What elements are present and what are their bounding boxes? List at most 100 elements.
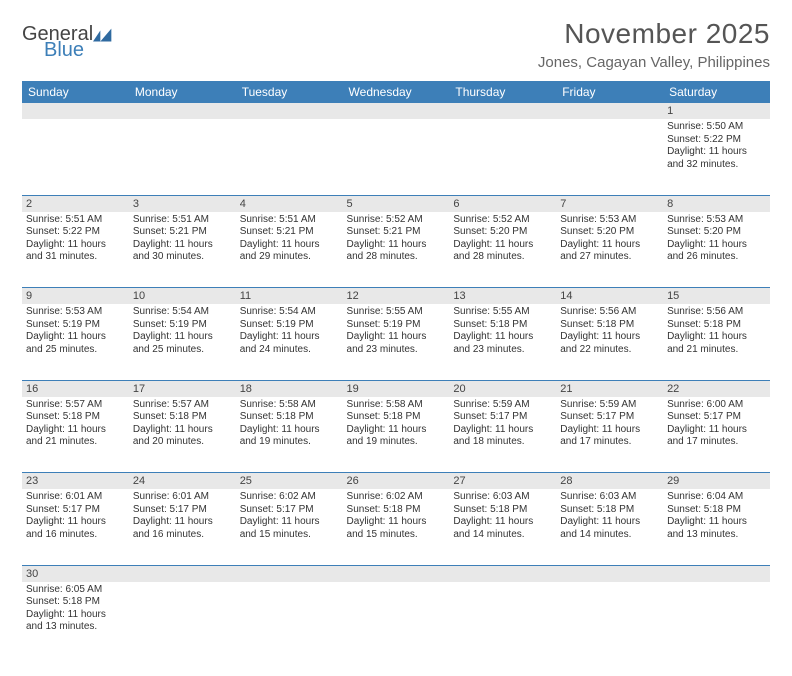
sunset-text: Sunset: 5:21 PM xyxy=(240,226,339,239)
daylight-text: Daylight: 11 hours and 19 minutes. xyxy=(347,424,446,449)
title-block: November 2025 Jones, Cagayan Valley, Phi… xyxy=(538,18,770,71)
day-number: 22 xyxy=(663,380,770,397)
daylight-text: Daylight: 11 hours and 20 minutes. xyxy=(133,424,232,449)
sunset-text: Sunset: 5:19 PM xyxy=(133,319,232,332)
content-row: Sunrise: 5:53 AMSunset: 5:19 PMDaylight:… xyxy=(22,304,770,380)
sunset-text: Sunset: 5:22 PM xyxy=(26,226,125,239)
weekday-header: Thursday xyxy=(449,81,556,103)
day-cell: Sunrise: 5:56 AMSunset: 5:18 PMDaylight:… xyxy=(556,304,663,380)
day-cell: Sunrise: 6:03 AMSunset: 5:18 PMDaylight:… xyxy=(556,489,663,565)
day-number: 24 xyxy=(129,473,236,490)
weekday-header: Friday xyxy=(556,81,663,103)
sunrise-text: Sunrise: 5:59 AM xyxy=(453,399,552,412)
day-cell: Sunrise: 6:01 AMSunset: 5:17 PMDaylight:… xyxy=(129,489,236,565)
day-cell: Sunrise: 5:51 AMSunset: 5:22 PMDaylight:… xyxy=(22,212,129,288)
day-number xyxy=(236,565,343,582)
daynum-row: 1 xyxy=(22,103,770,119)
sunrise-text: Sunrise: 5:58 AM xyxy=(240,399,339,412)
content-row: Sunrise: 5:51 AMSunset: 5:22 PM Daylight:… xyxy=(22,212,770,288)
daylight-text: Daylight: 11 hours and 28 minutes. xyxy=(347,239,446,264)
day-number: 13 xyxy=(449,288,556,305)
sunset-text: Sunset: 5:20 PM xyxy=(453,226,552,239)
sunrise-text: Sunrise: 5:57 AM xyxy=(133,399,232,412)
daynum-row: 16171819202122 xyxy=(22,380,770,397)
day-cell: Sunrise: 6:03 AMSunset: 5:18 PMDaylight:… xyxy=(449,489,556,565)
day-number xyxy=(343,565,450,582)
daylight-text: Daylight: 11 hours and 29 minutes. xyxy=(240,239,339,264)
day-number: 15 xyxy=(663,288,770,305)
sunrise-text: Sunrise: 5:51 AM xyxy=(26,214,125,227)
sunrise-text: Sunrise: 5:53 AM xyxy=(26,306,125,319)
sunset-text: Sunset: 5:18 PM xyxy=(240,411,339,424)
day-cell xyxy=(449,119,556,195)
sunset-text: Sunset: 5:18 PM xyxy=(667,319,766,332)
day-cell: Sunrise: 5:55 AMSunset: 5:19 PMDaylight:… xyxy=(343,304,450,380)
sunset-text: Sunset: 5:17 PM xyxy=(453,411,552,424)
day-number: 14 xyxy=(556,288,663,305)
sunset-text: Sunset: 5:20 PM xyxy=(667,226,766,239)
day-number xyxy=(663,565,770,582)
day-cell: Sunrise: 6:01 AMSunset: 5:17 PMDaylight:… xyxy=(22,489,129,565)
sunset-text: Sunset: 5:20 PM xyxy=(560,226,659,239)
sunset-text: Sunset: 5:18 PM xyxy=(667,504,766,517)
day-number: 17 xyxy=(129,380,236,397)
day-number: 26 xyxy=(343,473,450,490)
day-cell xyxy=(449,582,556,658)
day-number: 5 xyxy=(343,195,450,212)
daylight-text: Daylight: 11 hours and 27 minutes. xyxy=(560,239,659,264)
daylight-text: Daylight: 11 hours and 15 minutes. xyxy=(240,516,339,541)
sunset-text: Sunset: 5:17 PM xyxy=(240,504,339,517)
sunset-text: Sunset: 5:18 PM xyxy=(560,504,659,517)
day-number xyxy=(236,103,343,119)
day-cell: Sunrise: 5:56 AMSunset: 5:18 PMDaylight:… xyxy=(663,304,770,380)
sunrise-text: Sunrise: 6:03 AM xyxy=(560,491,659,504)
sunset-text: Sunset: 5:19 PM xyxy=(26,319,125,332)
sunrise-text: Sunrise: 5:57 AM xyxy=(26,399,125,412)
calendar-table: Sunday Monday Tuesday Wednesday Thursday… xyxy=(22,81,770,658)
sunrise-text: Sunrise: 5:52 AM xyxy=(347,214,446,227)
day-number xyxy=(449,565,556,582)
day-cell xyxy=(556,582,663,658)
sunset-text: Sunset: 5:17 PM xyxy=(133,504,232,517)
daynum-row: 2345678 xyxy=(22,195,770,212)
day-cell xyxy=(343,582,450,658)
day-cell xyxy=(556,119,663,195)
day-number: 19 xyxy=(343,380,450,397)
sunset-text: Sunset: 5:19 PM xyxy=(240,319,339,332)
daylight-text: Daylight: 11 hours and 16 minutes. xyxy=(26,516,125,541)
sunset-text: Sunset: 5:17 PM xyxy=(667,411,766,424)
weekday-header: Tuesday xyxy=(236,81,343,103)
weekday-header: Wednesday xyxy=(343,81,450,103)
sunrise-text: Sunrise: 6:01 AM xyxy=(133,491,232,504)
day-number xyxy=(556,103,663,119)
daynum-row: 9101112131415 xyxy=(22,288,770,305)
sunrise-text: Sunrise: 5:54 AM xyxy=(240,306,339,319)
day-cell: Sunrise: 5:59 AMSunset: 5:17 PMDaylight:… xyxy=(556,397,663,473)
day-cell: Sunrise: 5:57 AMSunset: 5:18 PMDaylight:… xyxy=(129,397,236,473)
sunset-text: Sunset: 5:17 PM xyxy=(560,411,659,424)
day-cell xyxy=(129,582,236,658)
day-number: 29 xyxy=(663,473,770,490)
sunset-text: Sunset: 5:18 PM xyxy=(133,411,232,424)
day-cell: Sunrise: 5:54 AMSunset: 5:19 PMDaylight:… xyxy=(236,304,343,380)
daylight-text: Daylight: 11 hours and 28 minutes. xyxy=(453,239,552,264)
daylight-text: Daylight: 11 hours and 32 minutes. xyxy=(667,146,766,171)
sunrise-text: Sunrise: 6:04 AM xyxy=(667,491,766,504)
weekday-header: Sunday xyxy=(22,81,129,103)
daylight-text: Daylight: 11 hours and 14 minutes. xyxy=(453,516,552,541)
day-cell: Sunrise: 6:00 AMSunset: 5:17 PMDaylight:… xyxy=(663,397,770,473)
sunrise-text: Sunrise: 5:55 AM xyxy=(453,306,552,319)
day-number xyxy=(556,565,663,582)
sunset-text: Sunset: 5:21 PM xyxy=(347,226,446,239)
sunset-text: Sunset: 5:17 PM xyxy=(26,504,125,517)
sunrise-text: Sunrise: 5:59 AM xyxy=(560,399,659,412)
daylight-text: Daylight: 11 hours and 13 minutes. xyxy=(667,516,766,541)
logo-text-2: Blue xyxy=(44,40,115,60)
day-cell: Sunrise: 5:53 AMSunset: 5:20 PMDaylight:… xyxy=(556,212,663,288)
daylight-text: Daylight: 11 hours and 15 minutes. xyxy=(347,516,446,541)
content-row: Sunrise: 6:05 AMSunset: 5:18 PMDaylight:… xyxy=(22,582,770,658)
day-cell: Sunrise: 5:53 AMSunset: 5:20 PMDaylight:… xyxy=(663,212,770,288)
day-number: 6 xyxy=(449,195,556,212)
month-title: November 2025 xyxy=(538,18,770,50)
weekday-header: Monday xyxy=(129,81,236,103)
